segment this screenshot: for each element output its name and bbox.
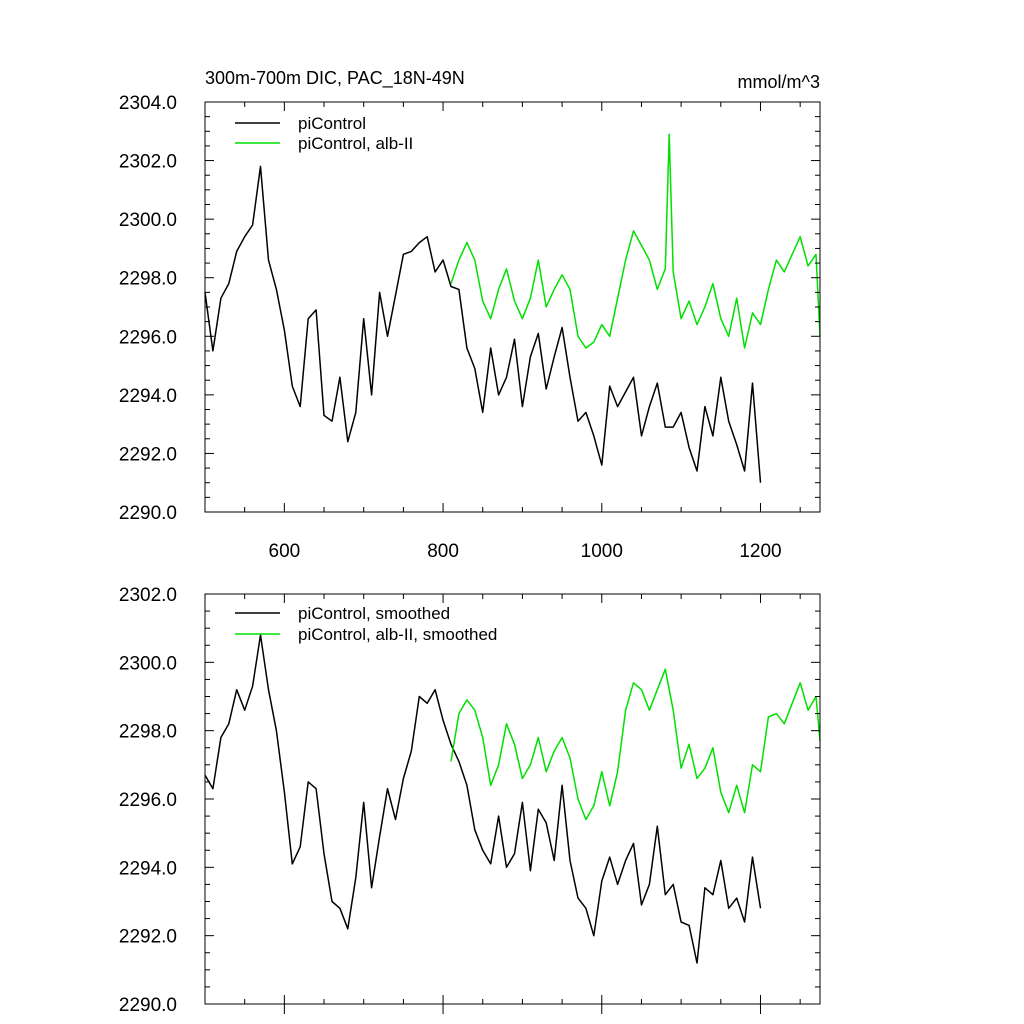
chart-title: 300m-700m DIC, PAC_18N-49N [205,68,465,89]
y-tick-label: 2300.0 [119,653,177,674]
x-tick-label: 600 [269,541,301,562]
y-tick-label: 2294.0 [119,858,177,879]
y-tick-label: 2290.0 [119,995,177,1016]
top-axis-ticks: 2290.0 2292.0 2294.0 2296.0 2298.0 2300.0 2302… [119,93,820,562]
units-label: mmol/m^3 [738,72,820,92]
y-tick-label: 2292.0 [119,927,177,948]
y-tick-label: 2304.0 [119,93,177,114]
top-panel: 300m-700m DIC, PAC_18N-49N mmol/m^3 2290… [119,68,821,562]
top-plot-frame [204,101,821,513]
y-tick-label: 2298.0 [119,722,177,743]
y-tick-label: 2296.0 [119,327,177,348]
y-tick-label: 2292.0 [119,444,177,465]
x-tick-label: 1200 [739,541,781,562]
legend-label-picontrol-smoothed: piControl, smoothed [298,604,450,623]
series-line-picontrol-alb-ii-smoothed [450,668,821,821]
x-tick-label: 1000 [581,541,623,562]
top-series-lines [204,133,821,483]
y-tick-label: 2302.0 [119,585,177,606]
bottom-axis-ticks: 2290.0 2292.0 2294.0 2296.0 2298.0 2300.0 2302… [119,585,820,1016]
legend-label-picontrol: piControl [298,114,366,133]
y-tick-label: 2298.0 [119,269,177,290]
y-tick-label: 2296.0 [119,790,177,811]
legend-label-alb-ii: piControl, alb-II [298,134,413,153]
series-line-picontrol-smoothed [204,634,762,964]
legend-label-alb-ii-smoothed: piControl, alb-II, smoothed [298,625,497,644]
y-tick-label: 2290.0 [119,503,177,524]
series-line-picontrol [204,165,762,483]
y-tick-label: 2294.0 [119,386,177,407]
bottom-legend: piControl, smoothed piControl, alb-II, s… [235,604,497,644]
bottom-series-lines [204,634,821,964]
x-tick-label: 800 [427,541,459,562]
y-tick-label: 2302.0 [119,152,177,173]
bottom-plot-frame [204,593,821,1005]
y-tick-label: 2300.0 [119,210,177,231]
series-line-picontrol-alb-ii [450,133,821,349]
top-legend: piControl piControl, alb-II [235,114,413,153]
bottom-panel: 2290.0 2292.0 2294.0 2296.0 2298.0 2300.0 2302… [119,585,821,1016]
